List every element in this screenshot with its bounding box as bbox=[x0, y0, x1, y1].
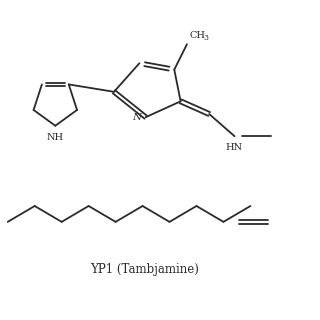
Text: CH: CH bbox=[189, 31, 205, 40]
Text: 3: 3 bbox=[204, 34, 208, 42]
Text: N: N bbox=[132, 113, 141, 122]
Text: NH: NH bbox=[47, 133, 64, 142]
Text: YP1 (Tambjamine): YP1 (Tambjamine) bbox=[90, 263, 199, 276]
Text: HN: HN bbox=[225, 143, 243, 152]
